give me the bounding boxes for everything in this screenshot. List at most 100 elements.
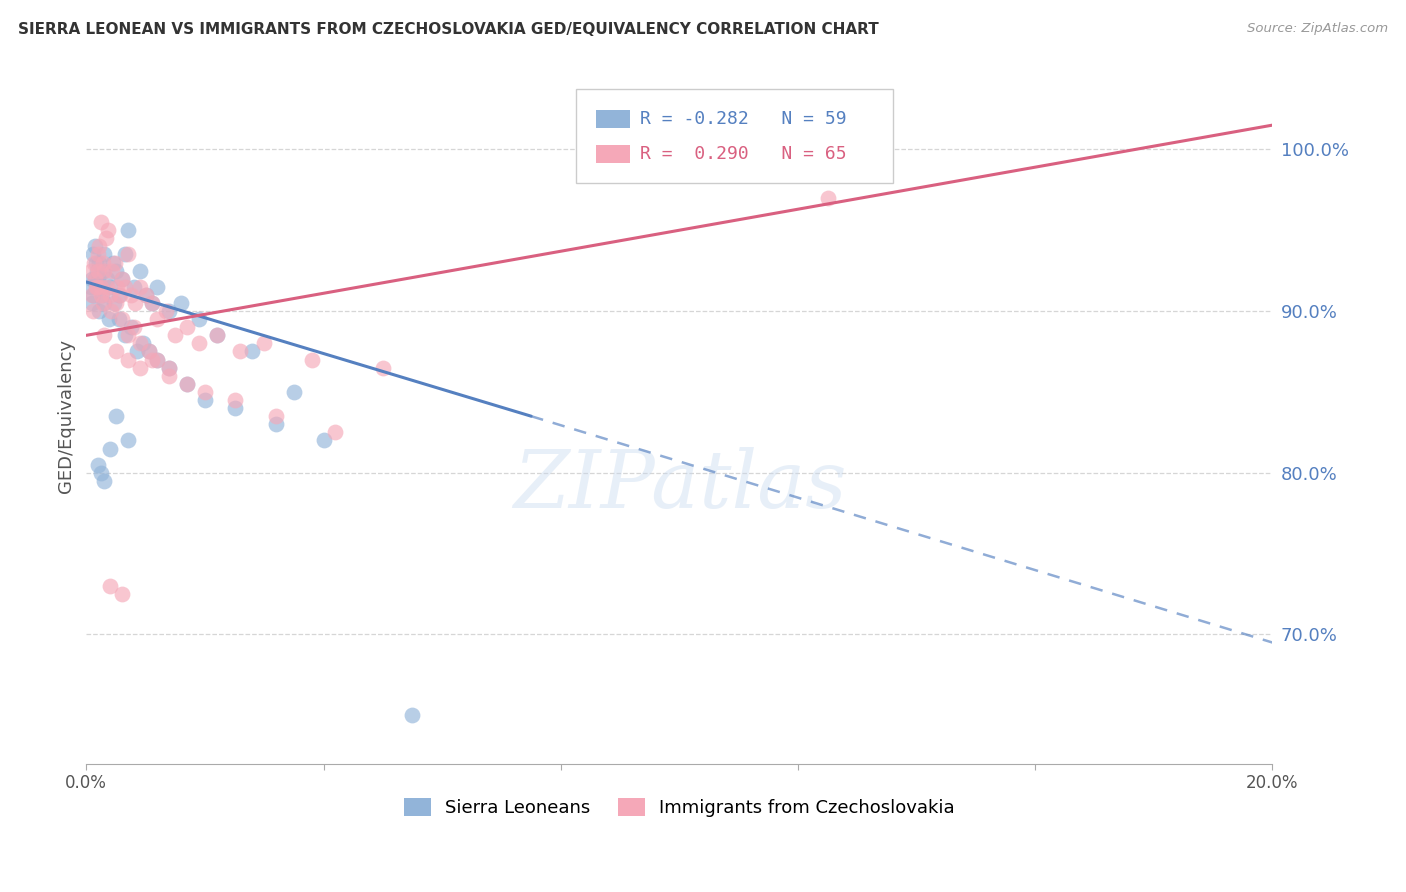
Point	[91, 296, 114, 310]
Point	[114, 247, 136, 261]
Point	[96, 280, 118, 294]
Point	[146, 352, 169, 367]
Point	[122, 280, 145, 294]
Point	[84, 271, 107, 285]
Point	[89, 255, 111, 269]
Point	[111, 271, 134, 285]
Point	[122, 320, 145, 334]
Point	[83, 255, 105, 269]
Point	[194, 384, 217, 399]
Point	[82, 247, 104, 261]
Point	[98, 442, 121, 456]
Point	[100, 304, 122, 318]
Point	[157, 304, 180, 318]
Point	[157, 360, 180, 375]
Point	[98, 280, 121, 294]
Point	[111, 271, 134, 285]
Point	[101, 255, 124, 269]
Point	[817, 191, 839, 205]
Point	[80, 280, 103, 294]
Point	[90, 280, 112, 294]
Point	[82, 296, 104, 310]
Point	[104, 344, 127, 359]
Point	[224, 392, 246, 407]
Point	[155, 304, 177, 318]
Point	[89, 239, 111, 253]
Point	[114, 328, 136, 343]
Point	[176, 376, 198, 391]
Point	[124, 296, 146, 310]
Point	[105, 280, 128, 294]
Text: R = -0.282   N = 59: R = -0.282 N = 59	[640, 110, 846, 128]
Point	[131, 336, 153, 351]
Point	[170, 296, 193, 310]
Point	[97, 223, 120, 237]
Point	[283, 384, 305, 399]
Point	[84, 280, 107, 294]
Point	[128, 360, 150, 375]
Point	[91, 255, 114, 269]
Point	[229, 344, 252, 359]
Point	[188, 312, 211, 326]
Legend: Sierra Leoneans, Immigrants from Czechoslovakia: Sierra Leoneans, Immigrants from Czechos…	[396, 791, 962, 824]
Point	[117, 352, 139, 367]
Point	[93, 328, 115, 343]
Point	[205, 328, 228, 343]
Point	[224, 401, 246, 415]
Point	[89, 288, 111, 302]
Point	[301, 352, 323, 367]
Point	[125, 344, 148, 359]
Point	[90, 288, 112, 302]
Point	[128, 263, 150, 277]
Point	[264, 409, 287, 424]
Point	[96, 271, 118, 285]
Text: SIERRA LEONEAN VS IMMIGRANTS FROM CZECHOSLOVAKIA GED/EQUIVALENCY CORRELATION CHA: SIERRA LEONEAN VS IMMIGRANTS FROM CZECHO…	[18, 22, 879, 37]
Point	[97, 312, 120, 326]
Point	[253, 336, 276, 351]
Point	[84, 271, 107, 285]
Point	[176, 376, 198, 391]
Point	[111, 312, 134, 326]
Point	[194, 392, 217, 407]
Text: Source: ZipAtlas.com: Source: ZipAtlas.com	[1247, 22, 1388, 36]
Point	[141, 296, 163, 310]
Point	[103, 296, 125, 310]
Point	[83, 239, 105, 253]
Point	[205, 328, 228, 343]
Point	[128, 336, 150, 351]
Point	[87, 271, 110, 285]
Text: R =  0.290   N = 65: R = 0.290 N = 65	[640, 145, 846, 163]
Y-axis label: GED/Equivalency: GED/Equivalency	[58, 339, 75, 493]
Point	[120, 288, 142, 302]
Point	[135, 288, 157, 302]
Point	[86, 280, 108, 294]
Point	[90, 215, 112, 229]
Point	[82, 288, 104, 302]
Point	[82, 304, 104, 318]
Point	[114, 280, 136, 294]
Point	[120, 320, 142, 334]
Point	[86, 263, 108, 277]
Point	[108, 288, 131, 302]
Point	[93, 296, 115, 310]
Point	[141, 352, 163, 367]
Point	[111, 587, 134, 601]
Point	[141, 296, 163, 310]
Point	[176, 320, 198, 334]
Point	[108, 312, 131, 326]
Point	[401, 708, 423, 723]
Point	[86, 280, 108, 294]
Point	[108, 288, 131, 302]
Point	[98, 579, 121, 593]
Point	[82, 288, 104, 302]
Point	[371, 360, 394, 375]
Point	[240, 344, 263, 359]
Point	[90, 466, 112, 480]
Point	[84, 255, 107, 269]
Point	[93, 474, 115, 488]
Point	[90, 280, 112, 294]
Point	[264, 417, 287, 432]
Point	[117, 434, 139, 448]
Point	[91, 263, 114, 277]
Point	[138, 344, 160, 359]
